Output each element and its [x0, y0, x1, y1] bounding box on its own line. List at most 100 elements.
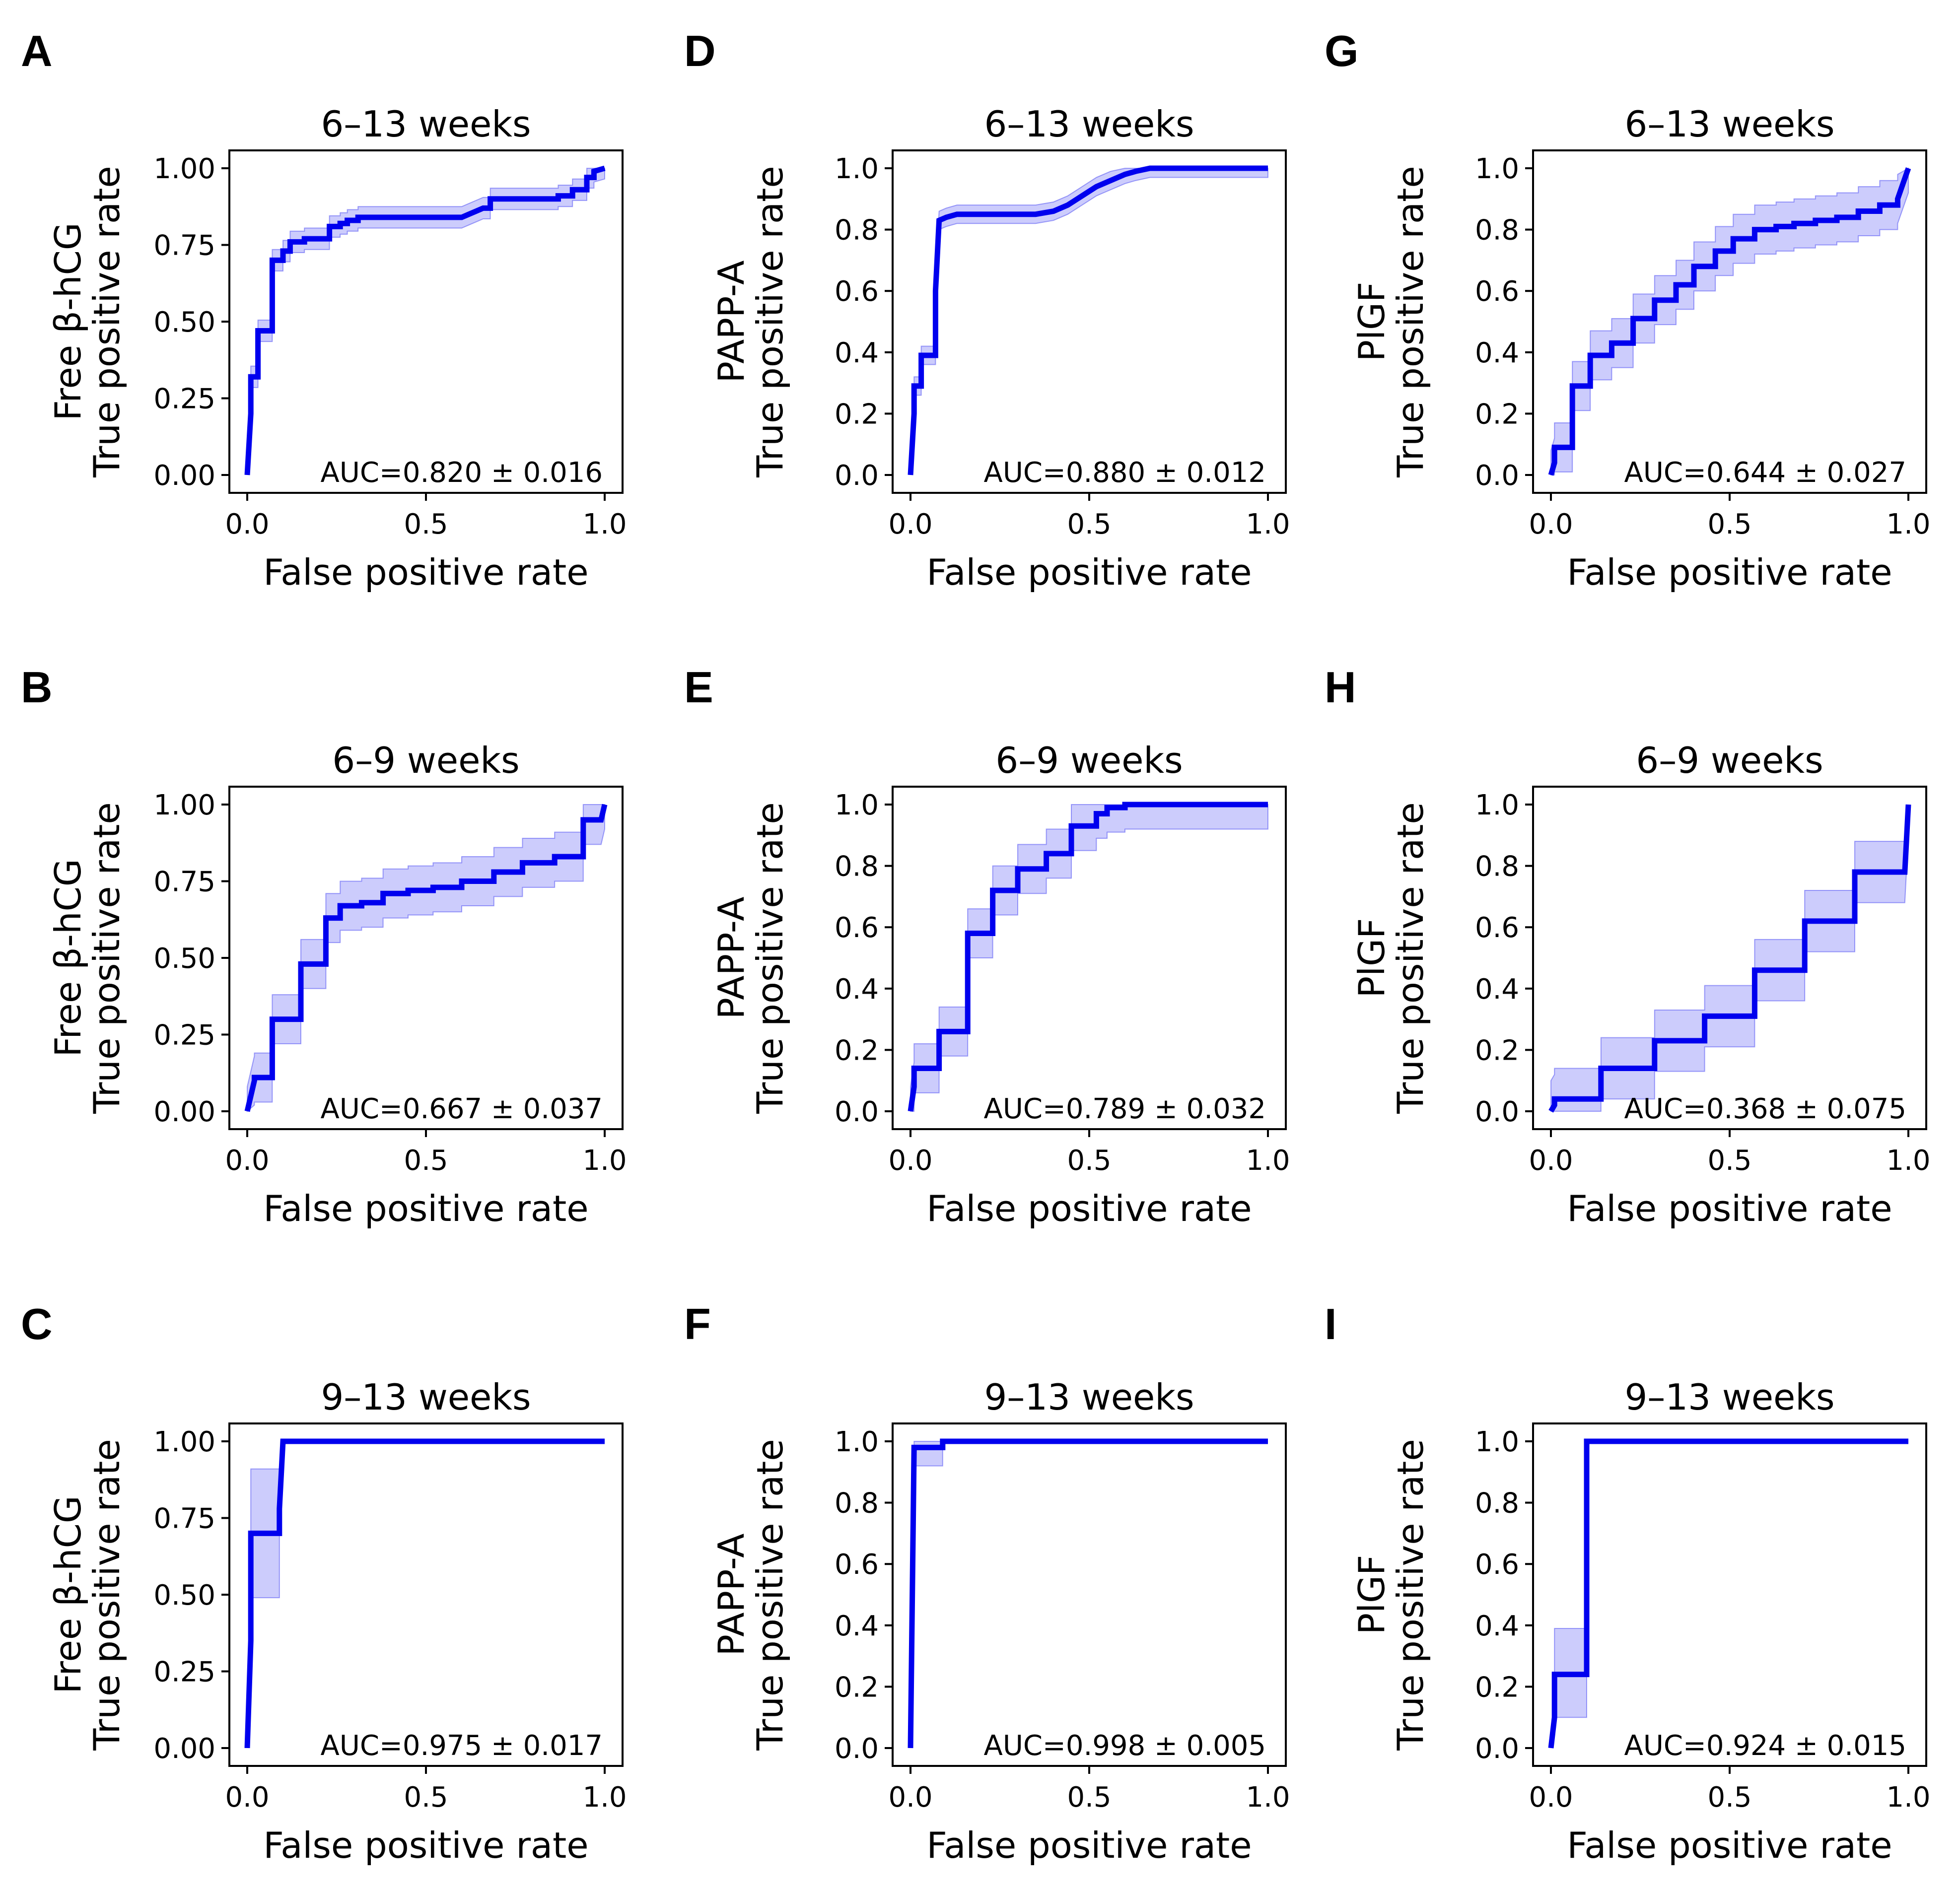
- panel-i: I 9–13 weeks 0.0 0.5 1.0 0.0 0.2 0.4 0.6 0.8 1.0 AU…: [1325, 1299, 1931, 1866]
- y-axis-label-marker: PAPP-A: [710, 1534, 752, 1656]
- y-tick-label: 0.6: [1475, 912, 1519, 944]
- panel-a: A 6–13 weeks 0.0 0.5 1.0 0.00 0.25 0.50 0.75 1.00…: [21, 26, 627, 593]
- roc-curve: [908, 1438, 1268, 1749]
- y-axis-label-rate: True positive rate: [86, 802, 128, 1114]
- y-tick-label: 0.6: [835, 912, 879, 944]
- panel-g: G 6–13 weeks 0.0 0.5 1.0 0.0 0.2 0.4 0.6 0.8 1.0 AU…: [1325, 26, 1931, 593]
- panel-b: B 6–9 weeks 0.0 0.5 1.0 0.00 0.25 0.50 0.75 1.00 A…: [21, 663, 627, 1229]
- auc-annotation: AUC=0.368 ± 0.075: [1624, 1093, 1906, 1125]
- x-tick-label: 0.5: [404, 508, 448, 540]
- x-tick-label: 1.0: [1886, 1781, 1930, 1814]
- panel-d: D 6–13 weeks 0.0 0.5 1.0 0.0 0.2 0.4 0.6 0.8 1.0 AU…: [684, 26, 1290, 593]
- y-tick-label: 0.4: [835, 973, 879, 1006]
- auc-annotation: AUC=0.667 ± 0.037: [321, 1093, 603, 1125]
- roc-curve: [244, 804, 608, 1112]
- y-tick-label: 0.2: [1475, 1671, 1519, 1703]
- panel-label: B: [21, 663, 53, 712]
- auc-annotation: AUC=0.789 ± 0.032: [984, 1093, 1266, 1125]
- y-axis-label-rate: True positive rate: [749, 802, 791, 1114]
- roc-curve: [908, 802, 1268, 1112]
- y-tick-label: 0.0: [1475, 1733, 1519, 1765]
- auc-annotation: AUC=0.975 ± 0.017: [321, 1730, 603, 1762]
- panel-title: 6–9 weeks: [995, 740, 1183, 781]
- y-axis-label-marker: PAPP-A: [710, 261, 752, 383]
- y-axis-label-rate: True positive rate: [1390, 802, 1431, 1114]
- y-tick-label: 0.50: [153, 943, 215, 975]
- y-axis-label-marker: PlGF: [1351, 1555, 1393, 1635]
- y-tick-label: 0.0: [835, 460, 879, 492]
- panel-f: F 9–13 weeks 0.0 0.5 1.0 0.0 0.2 0.4 0.6 0.8 1.0 AU…: [684, 1299, 1290, 1866]
- y-tick-label: 0.6: [1475, 275, 1519, 308]
- y-tick-label: 0.0: [1475, 1096, 1519, 1128]
- panel-label: G: [1325, 26, 1358, 75]
- x-tick-label: 1.0: [1246, 1145, 1290, 1177]
- roc-curve: [1548, 804, 1911, 1113]
- x-tick-label: 0.0: [888, 508, 932, 540]
- confidence-band: [247, 168, 605, 475]
- panel-title: 9–13 weeks: [1625, 1376, 1835, 1418]
- y-tick-label: 0.50: [153, 306, 215, 338]
- axes-frame: [892, 1422, 1287, 1767]
- x-tick-label: 0.0: [1529, 508, 1573, 540]
- y-tick-label: 0.50: [153, 1579, 215, 1612]
- panel-title: 6–13 weeks: [984, 103, 1194, 145]
- y-axis-label-rate: True positive rate: [749, 1439, 791, 1751]
- y-tick-label: 0.2: [1475, 398, 1519, 430]
- y-tick-label: 0.0: [835, 1096, 879, 1128]
- roc-curve: [908, 165, 1268, 475]
- y-axis-label-marker: Free β-hCG: [47, 222, 89, 420]
- x-tick-label: 0.5: [1707, 1781, 1751, 1814]
- y-tick-label: 0.4: [1475, 973, 1519, 1006]
- y-axis-label-marker: PAPP-A: [710, 897, 752, 1019]
- x-axis-label: False positive rate: [1567, 551, 1892, 593]
- y-tick-label: 0.2: [835, 1671, 879, 1703]
- y-axis-label-marker: PlGF: [1351, 918, 1393, 998]
- panel-title: 6–13 weeks: [1625, 103, 1835, 145]
- y-tick-label: 0.8: [835, 851, 879, 883]
- x-tick-label: 1.0: [1886, 1145, 1930, 1177]
- y-tick-label: 0.2: [835, 398, 879, 430]
- auc-annotation: AUC=0.820 ± 0.016: [321, 457, 603, 489]
- x-tick-label: 1.0: [582, 1781, 627, 1814]
- panel-title: 6–13 weeks: [321, 103, 531, 145]
- panel-e: E 6–9 weeks 0.0 0.5 1.0 0.0 0.2 0.4 0.6 0.8 1.0 AUC…: [684, 663, 1290, 1229]
- y-tick-label: 0.2: [835, 1034, 879, 1067]
- y-tick-label: 0.75: [153, 866, 215, 898]
- y-tick-label: 1.00: [153, 153, 215, 185]
- panel-title: 6–9 weeks: [1636, 740, 1823, 781]
- y-tick-label: 0.0: [1475, 460, 1519, 492]
- y-tick-label: 0.00: [153, 1096, 215, 1128]
- roc-curve: [244, 165, 606, 475]
- x-tick-label: 0.5: [1067, 508, 1111, 540]
- x-axis-label: False positive rate: [926, 1188, 1252, 1229]
- x-tick-label: 0.5: [1707, 508, 1751, 540]
- y-tick-label: 0.4: [835, 1610, 879, 1642]
- x-tick-label: 0.5: [1707, 1145, 1751, 1177]
- y-tick-label: 1.0: [835, 789, 879, 821]
- x-tick-label: 1.0: [582, 1145, 627, 1177]
- y-tick-label: 0.4: [1475, 337, 1519, 369]
- x-tick-label: 0.0: [225, 508, 269, 540]
- axes-frame: [1532, 1422, 1927, 1767]
- x-axis-label: False positive rate: [263, 1188, 588, 1229]
- y-tick-label: 0.25: [153, 383, 215, 415]
- y-axis-label-rate: True positive rate: [86, 166, 128, 477]
- x-axis-label: False positive rate: [263, 551, 588, 593]
- x-tick-label: 0.5: [404, 1781, 448, 1814]
- auc-annotation: AUC=0.998 ± 0.005: [984, 1730, 1266, 1762]
- panel-label: D: [684, 26, 716, 75]
- y-tick-label: 0.25: [153, 1019, 215, 1052]
- x-axis-label: False positive rate: [926, 1824, 1252, 1866]
- roc-curve: [1548, 1438, 1908, 1749]
- confidence-band: [247, 804, 605, 1113]
- roc-curve: [1548, 167, 1911, 476]
- x-tick-label: 0.0: [225, 1145, 269, 1177]
- x-tick-label: 0.0: [1529, 1781, 1573, 1814]
- panel-h: H 6–9 weeks 0.0 0.5 1.0 0.0 0.2 0.4 0.6 0.8 1.0 AUC…: [1325, 663, 1931, 1229]
- x-axis-label: False positive rate: [263, 1824, 588, 1866]
- x-tick-label: 1.0: [1246, 1781, 1290, 1814]
- y-tick-label: 0.00: [153, 1733, 215, 1765]
- panel-title: 9–13 weeks: [984, 1376, 1194, 1418]
- y-axis-label-rate: True positive rate: [749, 166, 791, 477]
- axes-frame: [228, 1422, 624, 1767]
